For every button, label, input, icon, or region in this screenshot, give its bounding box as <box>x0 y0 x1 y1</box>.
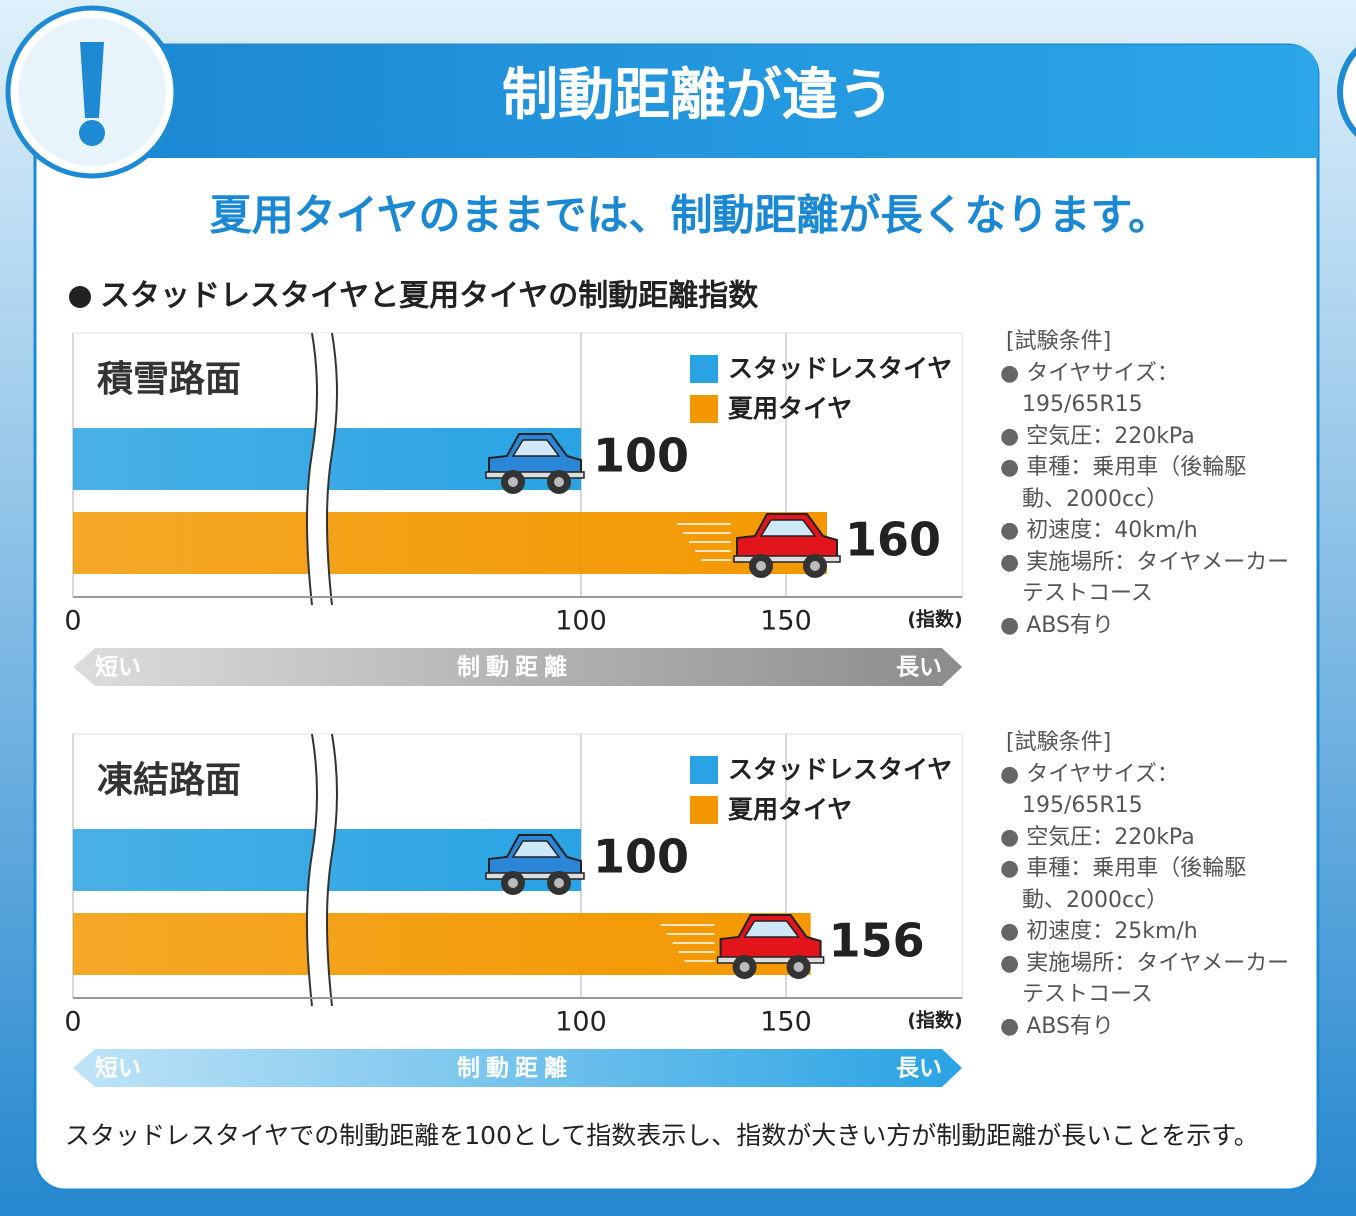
car-hub <box>810 561 820 571</box>
legend-swatch <box>690 395 718 423</box>
bar <box>73 913 811 975</box>
car-window <box>759 519 817 537</box>
scale-bar <box>73 1049 962 1087</box>
title: 制動距離が違う <box>502 63 894 128</box>
car-bumper <box>485 471 585 479</box>
scale-left: 短い <box>95 1055 141 1082</box>
bar <box>73 512 827 574</box>
car-bumper <box>733 555 841 563</box>
car-hub <box>508 878 518 888</box>
legend-label: 夏用タイヤ <box>728 795 852 824</box>
test-conditions: [試験条件] タイヤサイズ：195/65R15空気圧：220kPa車種：乗用車（後… <box>1000 727 1290 1042</box>
axis-break-line <box>326 733 338 1007</box>
legend-label: スタッドレスタイヤ <box>728 354 952 383</box>
scale-right: 長い <box>896 1056 942 1082</box>
conditions-title: [試験条件] <box>1006 730 1112 755</box>
test-conditions: [試験条件] タイヤサイズ：195/65R15空気圧：220kPa車種：乗用車（後… <box>1000 326 1290 641</box>
car <box>677 513 841 578</box>
condition-item: タイヤサイズ：195/65R15 <box>1000 358 1290 421</box>
condition-item: 初速度：40km/h <box>1000 515 1290 547</box>
car-bumper <box>485 872 585 880</box>
car-window <box>511 840 561 858</box>
condition-item: 初速度：25km/h <box>1000 916 1290 948</box>
x-tick-label: 0 <box>64 606 81 637</box>
condition-item: 空気圧：220kPa <box>1000 421 1290 453</box>
car <box>485 834 585 895</box>
legend-label: スタッドレスタイヤ <box>728 755 952 784</box>
car-window <box>743 920 801 938</box>
value-label: 100 <box>593 429 689 483</box>
x-axis-label: (指数) <box>907 608 962 631</box>
condition-item: 車種：乗用車（後輪駆動、2000cc） <box>1000 853 1290 916</box>
legend-label: 夏用タイヤ <box>728 394 852 423</box>
condition-item: 空気圧：220kPa <box>1000 822 1290 854</box>
condition-item: ABS有り <box>1000 610 1290 642</box>
car-hub <box>739 962 750 972</box>
car-body <box>736 513 838 561</box>
value-label: 160 <box>845 513 941 567</box>
car-hub <box>756 561 766 571</box>
car-hub <box>554 878 564 888</box>
value-label: 100 <box>593 830 689 884</box>
section-title: スタッドレスタイヤと夏用タイヤの制動距離指数 <box>100 279 759 314</box>
condition-item: タイヤサイズ：195/65R15 <box>1000 759 1290 822</box>
x-tick-label: 100 <box>555 1007 607 1038</box>
bullet <box>69 286 91 308</box>
axis-break-line <box>326 332 338 606</box>
chart-title: 凍結路面 <box>97 760 241 801</box>
car-hub <box>793 962 804 972</box>
alert-dot <box>79 120 105 146</box>
scale-center: 制動距離 <box>457 1055 573 1082</box>
car-bumper <box>716 956 825 964</box>
conditions-title: [試験条件] <box>1006 329 1112 354</box>
scale-center: 制動距離 <box>457 654 573 681</box>
alert-mark <box>80 42 104 118</box>
deco-circle <box>1337 46 1356 138</box>
subtitle: 夏用タイヤのままでは、制動距離が長くなります。 <box>210 191 1171 240</box>
axis-break-line <box>306 332 318 606</box>
scale-right: 長い <box>896 655 942 681</box>
scale-left: 短い <box>95 654 141 681</box>
x-tick-label: 0 <box>64 1007 81 1038</box>
car-body <box>719 914 822 962</box>
axis-break-line <box>306 733 318 1007</box>
x-tick-label: 100 <box>555 606 607 637</box>
value-label: 156 <box>829 914 925 968</box>
car-hub <box>508 477 518 487</box>
axis-break <box>307 734 337 1006</box>
x-axis-label: (指数) <box>907 1009 962 1032</box>
condition-item: 実施場所：タイヤメーカーテストコース <box>1000 948 1290 1011</box>
x-tick-label: 150 <box>760 1007 812 1038</box>
car <box>485 433 585 494</box>
condition-item: 実施場所：タイヤメーカーテストコース <box>1000 547 1290 610</box>
footnote: スタッドレスタイヤでの制動距離を100として指数表示し、指数が大きい方が制動距離… <box>65 1121 1259 1150</box>
legend-swatch <box>690 756 718 784</box>
condition-item: 車種：乗用車（後輪駆動、2000cc） <box>1000 452 1290 515</box>
scale-bar <box>73 648 962 686</box>
condition-item: ABS有り <box>1000 1011 1290 1043</box>
header-band <box>35 45 1318 158</box>
x-tick-label: 150 <box>760 606 812 637</box>
legend-swatch <box>690 796 718 824</box>
axis-break <box>307 333 337 605</box>
chart-title: 積雪路面 <box>97 359 241 400</box>
car-window <box>511 439 561 457</box>
legend-swatch <box>690 355 718 383</box>
car <box>660 914 825 979</box>
car-hub <box>554 477 564 487</box>
